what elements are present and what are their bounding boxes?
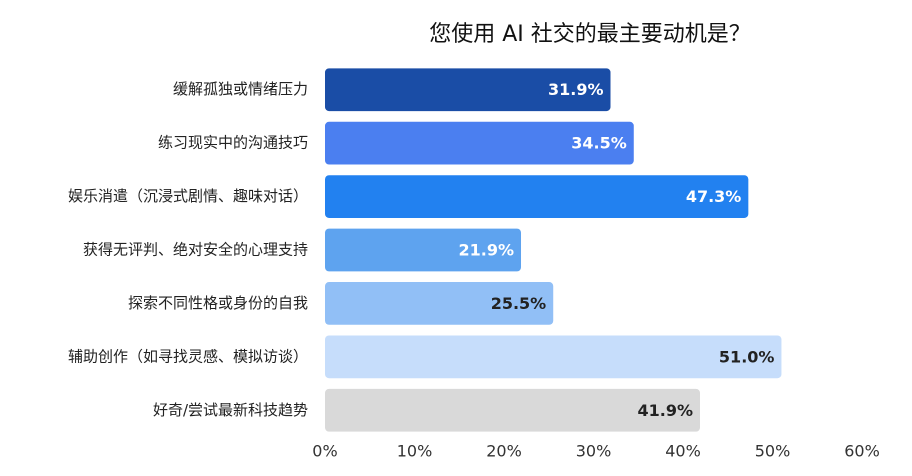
x-tick-label: 50% [755,442,791,461]
bar [325,68,611,112]
x-tick-label: 60% [844,442,880,461]
chart-title: 您使用 AI 社交的最主要动机是？ [429,22,751,47]
value-label: 25.5% [491,294,547,313]
x-tick-label: 30% [576,442,612,461]
value-label: 51.0% [719,347,775,366]
x-tick-label: 10% [397,442,433,461]
value-label: 41.9% [637,401,693,420]
value-label: 34.5% [571,134,627,153]
category-label: 辅助创作（如寻找灵感、模拟访谈） [68,347,308,365]
category-label: 娱乐消遣（沉浸式剧情、趣味对话） [68,187,308,205]
x-tick-label: 20% [486,442,522,461]
bar [325,228,522,272]
bar [325,388,701,432]
bar [325,175,749,218]
x-tick-label: 40% [665,442,701,461]
category-label: 好奇/尝试最新科技趋势 [153,401,308,419]
value-label: 47.3% [686,187,742,206]
bar [325,121,634,165]
bar [325,282,554,325]
x-tick-label: 0% [312,442,337,461]
category-label: 获得无评判、绝对安全的心理支持 [83,241,308,259]
category-label: 探索不同性格或身份的自我 [128,294,308,312]
value-label: 21.9% [458,241,514,260]
value-label: 31.9% [548,80,604,99]
category-label: 练习现实中的沟通技巧 [158,134,308,152]
bar [325,335,782,379]
category-label: 缓解孤独或情绪压力 [173,80,308,98]
